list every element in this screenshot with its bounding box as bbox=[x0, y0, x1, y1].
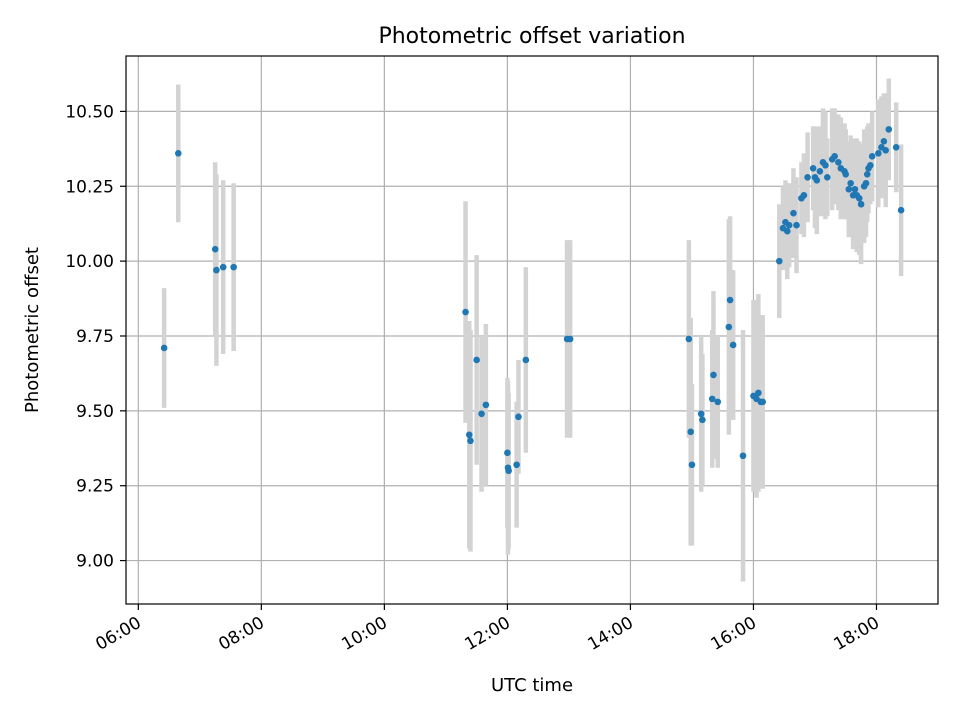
data-point bbox=[685, 335, 693, 343]
data-point bbox=[842, 170, 850, 178]
data-point bbox=[847, 179, 854, 187]
data-point bbox=[790, 209, 797, 217]
data-point bbox=[755, 389, 762, 397]
y-tick-label: 9.50 bbox=[76, 402, 114, 422]
data-point bbox=[880, 138, 888, 145]
data-point bbox=[868, 153, 876, 160]
data-point bbox=[174, 150, 182, 157]
data-point bbox=[816, 167, 824, 175]
data-point bbox=[708, 395, 716, 403]
data-point bbox=[699, 416, 706, 424]
data-point bbox=[729, 341, 737, 349]
data-point bbox=[863, 170, 871, 178]
data-point bbox=[823, 173, 831, 181]
data-point bbox=[462, 308, 469, 316]
data-point bbox=[892, 144, 900, 151]
data-point bbox=[688, 461, 696, 469]
y-tick-label: 9.75 bbox=[76, 327, 114, 347]
data-point bbox=[809, 164, 817, 172]
y-tick-label: 9.25 bbox=[76, 477, 114, 497]
data-point bbox=[855, 194, 863, 202]
data-point bbox=[783, 227, 791, 235]
data-point bbox=[875, 150, 882, 157]
data-point bbox=[862, 179, 870, 187]
data-point bbox=[473, 356, 480, 364]
data-point bbox=[513, 461, 520, 469]
data-point bbox=[725, 323, 733, 331]
data-point bbox=[831, 153, 838, 160]
grid-lines bbox=[126, 56, 938, 604]
data-point bbox=[739, 452, 747, 460]
y-tick-label: 10.25 bbox=[65, 177, 114, 197]
data-point bbox=[219, 263, 227, 271]
data-point bbox=[835, 159, 842, 166]
data-point bbox=[465, 431, 473, 439]
data-point bbox=[522, 356, 530, 364]
data-point bbox=[785, 221, 793, 229]
data-point bbox=[867, 162, 874, 169]
data-point bbox=[478, 410, 485, 418]
data-point bbox=[515, 413, 522, 421]
data-point bbox=[687, 428, 695, 436]
data-point bbox=[467, 437, 474, 445]
data-point bbox=[697, 410, 705, 418]
data-point bbox=[566, 335, 574, 343]
data-point bbox=[759, 398, 766, 406]
data-point bbox=[845, 185, 853, 193]
data-point bbox=[726, 296, 734, 304]
plot-area-frame bbox=[125, 55, 939, 605]
y-tick-label: 10.50 bbox=[65, 102, 114, 122]
data-point bbox=[882, 147, 890, 154]
data-point bbox=[505, 467, 512, 475]
data-point bbox=[857, 200, 865, 208]
data-point bbox=[482, 401, 490, 409]
data-point bbox=[775, 257, 783, 265]
data-point bbox=[822, 162, 829, 169]
data-point bbox=[793, 221, 800, 229]
y-tick-label: 10.00 bbox=[65, 252, 114, 272]
data-point bbox=[800, 191, 808, 199]
data-points bbox=[160, 126, 905, 475]
data-point bbox=[714, 398, 722, 406]
data-point bbox=[504, 449, 511, 457]
data-point bbox=[230, 263, 237, 271]
x-axis-label: UTC time bbox=[491, 675, 573, 696]
data-point bbox=[804, 173, 811, 181]
chart-title: Photometric offset variation bbox=[378, 24, 685, 49]
data-point bbox=[813, 176, 821, 184]
data-point bbox=[213, 266, 220, 274]
data-point bbox=[160, 344, 168, 352]
y-axis: 9.00 9.25 9.50 9.75 10.00 10.25 10.50 bbox=[65, 102, 126, 572]
data-point bbox=[710, 371, 717, 379]
data-point bbox=[897, 206, 905, 214]
y-tick-label: 9.00 bbox=[76, 552, 114, 572]
data-point bbox=[211, 245, 219, 253]
data-point bbox=[885, 126, 893, 133]
data-point bbox=[851, 185, 859, 193]
y-axis-label: Photometric offset bbox=[22, 247, 43, 413]
